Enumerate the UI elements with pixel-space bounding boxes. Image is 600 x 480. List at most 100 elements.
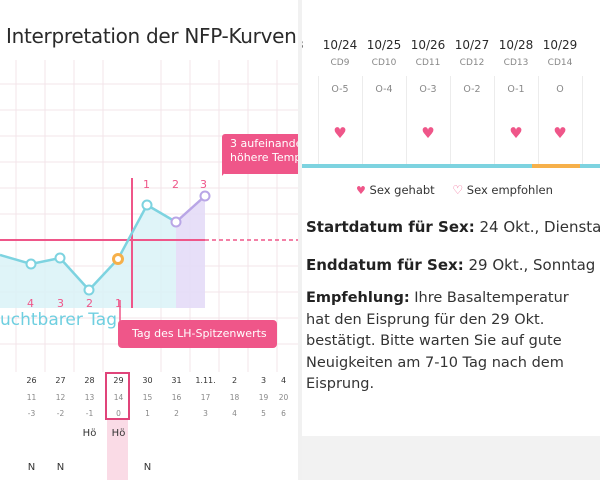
cycle-day-label: CD9	[330, 58, 350, 68]
day-column[interactable]: 30 15 1 N	[133, 372, 162, 480]
cycle-day: 11	[26, 393, 37, 402]
day-date: 31	[171, 376, 182, 385]
nfp-curve-panel: Interpretation der NFP-Kurven	[0, 0, 298, 480]
day-column[interactable]: 31 16 2	[162, 372, 191, 480]
ovulation-offset-label: O-5	[331, 84, 349, 95]
selected-day-highlight	[107, 420, 128, 480]
ovulation-offset: -2	[56, 409, 65, 418]
ovulation-offset-label: O-1	[507, 84, 525, 95]
day-n-mark: N	[56, 462, 65, 473]
day-column[interactable]: 10/27 CD12 O-2	[450, 28, 494, 170]
ovulation-offset: 6	[281, 409, 286, 418]
day-date: 26	[26, 376, 37, 385]
day-column[interactable]: 10/28 CD13 O-1 ♥	[494, 28, 538, 170]
column-divider	[582, 76, 583, 166]
column-divider	[362, 76, 363, 166]
heart-filled-icon: ♥	[421, 124, 435, 142]
count-before-number: 4	[27, 297, 34, 310]
ovulation-offset: 2	[174, 409, 179, 418]
cycle-day: 19	[258, 393, 269, 402]
temp-point[interactable]	[25, 258, 37, 270]
temp-point[interactable]	[141, 199, 153, 211]
temp-point[interactable]	[54, 252, 66, 264]
day-date: 2	[231, 376, 238, 385]
day-column[interactable]: 28 13 -1 Hö	[75, 372, 104, 480]
recommendation-text: Empfehlung: Ihre Basaltemperatur hat den…	[306, 288, 600, 396]
day-column[interactable]: 27 12 -2 N	[46, 372, 75, 480]
day-n-mark: N	[27, 462, 36, 473]
ovulation-offset: 3	[203, 409, 208, 418]
temp-point[interactable]	[83, 284, 95, 296]
cycle-day-label: CD10	[371, 58, 397, 68]
cycle-day: 20	[278, 393, 289, 402]
ovulation-bar	[532, 164, 580, 168]
start-date-label: Startdatum für Sex:	[306, 218, 475, 236]
ovulation-offset: 1	[145, 409, 150, 418]
count-after-number: 1	[143, 178, 150, 191]
cycle-day: 12	[55, 393, 66, 402]
cycle-day: 17	[200, 393, 211, 402]
column-date: 10/29	[542, 38, 578, 52]
count-after-number: 3	[200, 178, 207, 191]
cycle-day-label: CD12	[459, 58, 485, 68]
lh-peak-tooltip: Tag des LH-Spitzenwerts	[118, 320, 277, 348]
column-date: 23	[302, 38, 308, 52]
day-column-partial[interactable]: 23	[302, 28, 308, 170]
page-title: Interpretation der NFP-Kurven	[6, 24, 297, 48]
fertile-window-bar	[302, 164, 552, 168]
day-date: 27	[55, 376, 66, 385]
day-date: 30	[142, 376, 153, 385]
cycle-day: 18	[229, 393, 240, 402]
ovulation-offset: 4	[232, 409, 237, 418]
heart-filled-icon: ♥	[553, 124, 567, 142]
recommendation-line: Eisprung.	[306, 376, 375, 392]
ovulation-offset: 5	[261, 409, 266, 418]
bottom-area	[302, 436, 600, 480]
cycle-day: 14	[113, 393, 124, 402]
day-column[interactable]: 1.11. 17 3	[191, 372, 220, 480]
count-after-number: 2	[172, 178, 179, 191]
ovulation-offset-label: O-3	[419, 84, 437, 95]
cycle-day-label: CD14	[547, 58, 573, 68]
ovulation-offset-label: O-2	[463, 84, 481, 95]
day-column[interactable]: 2 18 4	[220, 372, 249, 480]
end-date-label: Enddatum für Sex:	[306, 256, 464, 274]
temp-point[interactable]	[170, 216, 182, 228]
ovulation-offset: -3	[27, 409, 36, 418]
day-column[interactable]: 10/29 CD14 O ♥	[538, 28, 582, 170]
recommendation-line: bestätigt. Bitte warten Sie auf gute	[306, 333, 562, 349]
cycle-day: 15	[142, 393, 153, 402]
cycle-day: 13	[84, 393, 95, 402]
column-divider	[494, 76, 495, 166]
ovulation-offset-label: O	[556, 84, 564, 95]
column-date: 10/24	[322, 38, 358, 52]
count-before-number: 1	[115, 297, 122, 310]
column-divider	[450, 76, 451, 166]
temp-point[interactable]	[199, 190, 211, 202]
fertile-days-label: uchtbarer Tag	[0, 310, 118, 330]
heart-filled-icon: ♥	[509, 124, 523, 142]
fertile-window-bar-end	[580, 164, 600, 168]
day-date: 28	[84, 376, 95, 385]
recommendation-label: Empfehlung:	[306, 290, 410, 306]
day-column[interactable]: 10/25 CD10 O-4	[362, 28, 406, 170]
day-column-selected[interactable]: 29 14 0 Hö	[104, 372, 133, 480]
ovulation-offset: 0	[116, 409, 121, 418]
selected-day-outline	[105, 372, 130, 420]
day-column[interactable]: 4 20 6	[269, 372, 298, 480]
column-divider	[406, 76, 407, 166]
column-divider	[318, 76, 319, 166]
day-date: 29	[113, 376, 124, 385]
day-column[interactable]: 26 11 -3 N	[17, 372, 46, 480]
count-before-number: 3	[57, 297, 64, 310]
cycle-day-label: CD13	[503, 58, 529, 68]
legend-recommended-label: Sex empfohlen	[466, 183, 553, 197]
day-n-mark: N	[143, 462, 152, 473]
end-date-row: Enddatum für Sex: 29 Okt., Sonntag	[306, 256, 595, 274]
day-column[interactable]: 10/26 CD11 O-3 ♥	[406, 28, 450, 170]
day-column[interactable]: 3 19 5	[249, 372, 278, 480]
day-column[interactable]: 10/24 CD9 O-5 ♥	[318, 28, 362, 170]
cycle-day: 16	[171, 393, 182, 402]
start-date-value: 24 Okt., Dienstag	[479, 218, 600, 236]
count-before-number: 2	[86, 297, 93, 310]
